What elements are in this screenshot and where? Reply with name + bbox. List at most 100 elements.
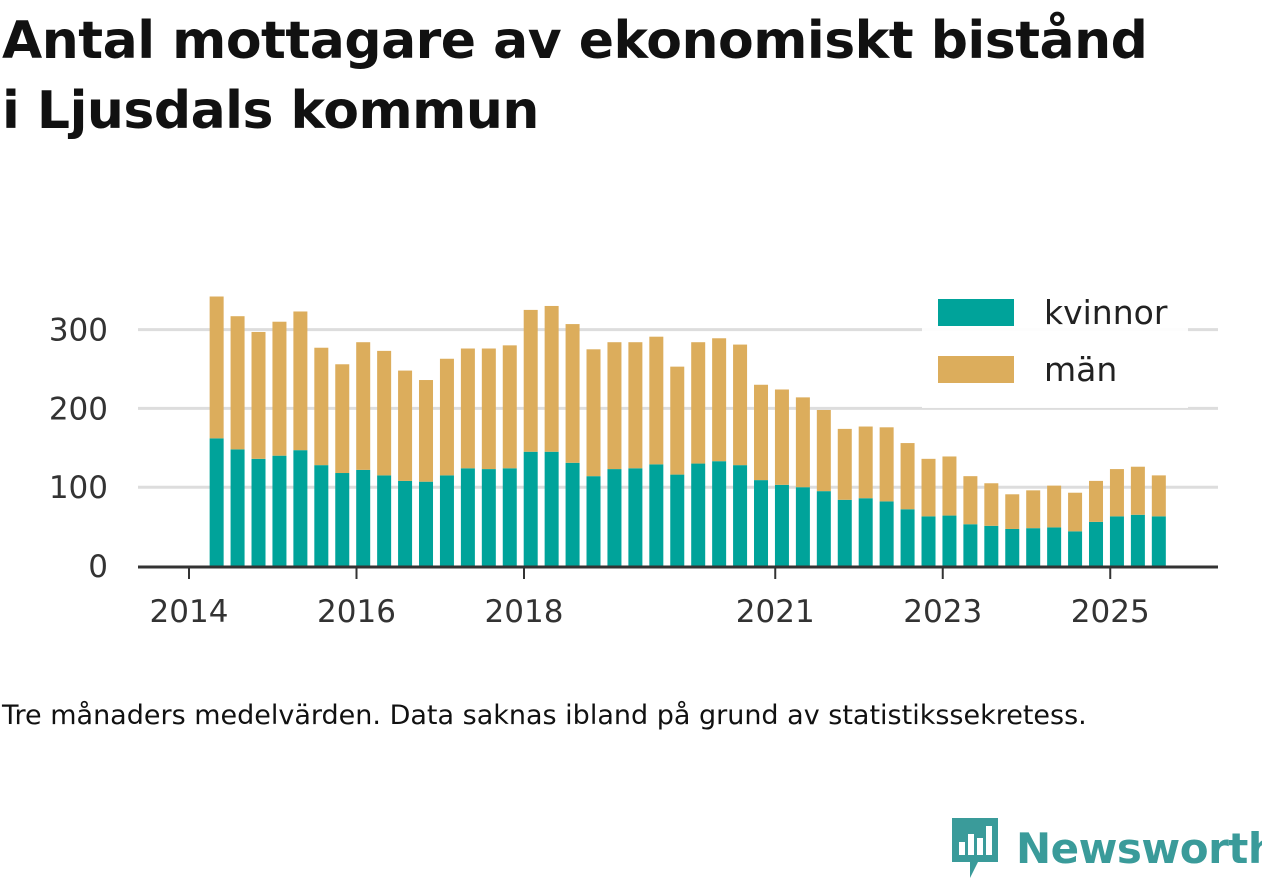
bar-män (460, 348, 475, 469)
bar-kvinnor (502, 468, 517, 566)
bar-kvinnor (419, 481, 434, 566)
bar-män (1047, 485, 1062, 528)
bar-män (774, 389, 789, 485)
x-tick-label: 2025 (1071, 594, 1150, 630)
bar-män (1005, 494, 1020, 529)
bar-män (314, 347, 329, 466)
bar-kvinnor (1005, 528, 1020, 566)
x-tick-label: 2014 (150, 594, 229, 630)
bar-kvinnor (628, 468, 643, 566)
bar-män (544, 305, 559, 452)
bar-kvinnor (314, 465, 329, 566)
bar-män (607, 342, 622, 470)
legend-swatch-kvinnor (938, 299, 1014, 326)
bar-män (879, 427, 894, 502)
bar-män (984, 483, 999, 526)
bar-män (502, 345, 517, 469)
bar-kvinnor (377, 475, 392, 566)
x-tick-label: 2021 (736, 594, 815, 630)
bar-kvinnor (230, 449, 245, 566)
bar-kvinnor (1130, 514, 1145, 566)
bar-män (439, 358, 454, 476)
bar-kvinnor (963, 524, 978, 566)
bar-kvinnor (398, 480, 413, 566)
brand-name: Newsworthy (1016, 823, 1262, 873)
bar-män (816, 409, 831, 492)
bar-män (1089, 480, 1104, 522)
bar-kvinnor (523, 451, 538, 566)
bar-män (293, 311, 308, 451)
bar-kvinnor (816, 491, 831, 566)
bar-män (921, 458, 936, 517)
bar-kvinnor (691, 463, 706, 566)
legend-swatch-män (938, 356, 1014, 383)
bar-kvinnor (1089, 521, 1104, 566)
bar-män (1109, 469, 1124, 517)
bar-kvinnor (460, 468, 475, 566)
bar-män (230, 316, 245, 450)
bar-män (649, 336, 664, 465)
bar-kvinnor (565, 462, 580, 566)
bar-män (628, 342, 643, 469)
newsworthy-logo-icon (952, 818, 998, 878)
bar-män (565, 324, 580, 463)
bar-män (523, 309, 538, 452)
bar-män (670, 366, 685, 475)
bar-män (691, 342, 706, 464)
y-tick-label: 100 (49, 470, 108, 506)
bar-kvinnor (481, 469, 496, 566)
bar-män (251, 331, 266, 459)
bar-män (837, 428, 852, 500)
bar-män (1151, 475, 1166, 517)
bar-män (963, 476, 978, 525)
bar-kvinnor (586, 476, 601, 566)
bar-män (1130, 466, 1145, 515)
bar-kvinnor (544, 451, 559, 566)
bar-män (356, 342, 371, 470)
bar-män (272, 321, 287, 456)
bar-män (398, 370, 413, 481)
bar-män (712, 338, 727, 462)
bar-män (942, 456, 957, 516)
bar-kvinnor (670, 474, 685, 566)
bar-kvinnor (356, 469, 371, 566)
bar-män (1026, 490, 1041, 529)
bar-kvinnor (272, 455, 287, 566)
bar-män (1068, 492, 1083, 532)
bar-män (858, 426, 873, 499)
bar-kvinnor (858, 498, 873, 566)
x-tick-label: 2016 (317, 594, 396, 630)
bar-kvinnor (1109, 516, 1124, 566)
y-tick-label: 0 (88, 549, 108, 585)
bar-kvinnor (774, 484, 789, 566)
legend-label-kvinnor: kvinnor (1044, 293, 1168, 332)
legend-label-män: män (1044, 350, 1117, 389)
stacked-bar-chart: 0 100 200 300 2014 2016 2018 2021 2023 2025 kvinn… (48, 293, 1218, 630)
bar-kvinnor (879, 501, 894, 566)
bar-män (377, 350, 392, 476)
bar-kvinnor (293, 450, 308, 566)
brand-logo[interactable]: Newsworthy (950, 816, 1262, 880)
bar-män (754, 384, 769, 481)
bar-kvinnor (712, 461, 727, 566)
bar-kvinnor (335, 473, 350, 566)
bar-kvinnor (921, 516, 936, 566)
y-tick-label: 300 (49, 313, 108, 349)
bar-kvinnor (1068, 531, 1083, 566)
bar-män (586, 349, 601, 477)
bar-kvinnor (900, 509, 915, 566)
bar-kvinnor (1151, 516, 1166, 566)
bar-kvinnor (942, 515, 957, 566)
x-tick-label: 2023 (903, 594, 982, 630)
bar-kvinnor (209, 438, 224, 566)
title-line-1: Antal mottagare av ekonomiskt bistånd (2, 11, 1148, 71)
bar-män (209, 296, 224, 439)
bar-män (733, 344, 748, 466)
bar-kvinnor (733, 465, 748, 566)
bar-män (481, 348, 496, 470)
bar-kvinnor (795, 487, 810, 566)
page-title: Antal mottagare av ekonomiskt bistånd i … (2, 6, 1260, 146)
bar-kvinnor (1026, 528, 1041, 566)
bar-kvinnor (1047, 527, 1062, 566)
bar-män (795, 397, 810, 488)
